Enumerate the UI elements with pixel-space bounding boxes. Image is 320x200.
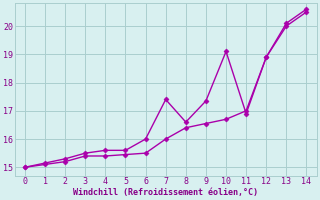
- X-axis label: Windchill (Refroidissement éolien,°C): Windchill (Refroidissement éolien,°C): [73, 188, 258, 197]
